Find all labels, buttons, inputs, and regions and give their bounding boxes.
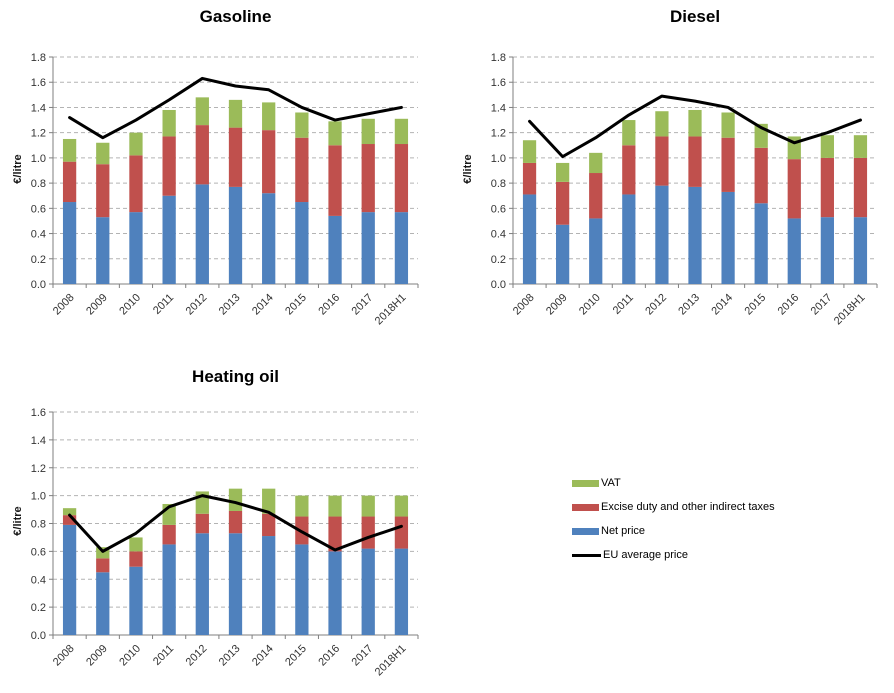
svg-text:2018H1: 2018H1 (373, 643, 409, 679)
svg-text:2009: 2009 (84, 292, 110, 318)
svg-text:1.0: 1.0 (31, 153, 46, 165)
svg-text:2013: 2013 (217, 643, 243, 669)
legend-label-net-price: Net price (601, 525, 646, 537)
svg-text:1.0: 1.0 (491, 153, 506, 165)
svg-text:2008: 2008 (51, 643, 77, 669)
svg-text:0.8: 0.8 (31, 178, 46, 190)
svg-text:2011: 2011 (151, 643, 176, 668)
vat-swatch (572, 479, 599, 487)
svg-text:0.4: 0.4 (31, 229, 46, 241)
diesel-chart-title: Diesel (669, 7, 721, 26)
svg-text:2017: 2017 (809, 292, 835, 318)
svg-text:1.0: 1.0 (31, 491, 46, 503)
svg-text:1.8: 1.8 (491, 52, 506, 64)
svg-text:1.6: 1.6 (491, 77, 506, 89)
svg-text:1.4: 1.4 (31, 435, 46, 447)
svg-text:1.6: 1.6 (31, 407, 46, 419)
legend-label-excise: Excise duty and other indirect taxes (601, 501, 775, 513)
net-price-swatch (572, 527, 599, 535)
heating-oil-chart-title: Heating oil (192, 367, 279, 386)
svg-text:2008: 2008 (511, 292, 537, 318)
svg-text:2013: 2013 (217, 292, 243, 318)
svg-text:2017: 2017 (350, 643, 376, 669)
svg-text:2012: 2012 (184, 292, 210, 318)
legend-label-eu-average: EU average price (603, 549, 688, 561)
legend-item-vat: VAT (572, 471, 775, 495)
svg-text:2015: 2015 (283, 292, 309, 318)
svg-text:0.4: 0.4 (491, 229, 506, 241)
svg-text:1.8: 1.8 (31, 52, 46, 64)
svg-text:2015: 2015 (283, 643, 309, 669)
excise-swatch (572, 503, 599, 511)
svg-text:1.2: 1.2 (31, 463, 46, 475)
svg-text:0.6: 0.6 (491, 203, 506, 215)
svg-text:2012: 2012 (643, 292, 669, 318)
svg-text:0.6: 0.6 (31, 546, 46, 558)
svg-text:0.6: 0.6 (31, 203, 46, 215)
svg-text:2010: 2010 (117, 292, 143, 318)
svg-text:2014: 2014 (709, 292, 735, 318)
svg-text:0.8: 0.8 (491, 178, 506, 190)
svg-text:1.6: 1.6 (31, 77, 46, 89)
svg-text:2018H1: 2018H1 (832, 292, 868, 328)
legend-item-excise: Excise duty and other indirect taxes (572, 495, 775, 519)
svg-text:0.2: 0.2 (31, 602, 46, 614)
svg-text:0.0: 0.0 (491, 279, 506, 291)
svg-text:0.2: 0.2 (491, 254, 506, 266)
svg-text:2008: 2008 (51, 292, 77, 318)
svg-text:2017: 2017 (350, 292, 376, 318)
gasoline-chart-title: Gasoline (199, 7, 272, 26)
svg-text:0.8: 0.8 (31, 519, 46, 531)
svg-text:2016: 2016 (776, 292, 802, 318)
legend-label-vat: VAT (601, 477, 621, 489)
svg-text:1.4: 1.4 (31, 102, 46, 114)
svg-text:2012: 2012 (184, 643, 210, 669)
gasoline-chart: Gasoline €/litre 0.0 0.2 0.4 0.6 0.8 1.0 1.2 1.… (0, 0, 447, 350)
svg-text:0.2: 0.2 (31, 254, 46, 266)
svg-text:2016: 2016 (316, 292, 342, 318)
svg-text:0.4: 0.4 (31, 574, 46, 586)
svg-text:2011: 2011 (151, 292, 176, 317)
gasoline-plot-area: 0.0 0.2 0.4 0.6 0.8 1.0 1.2 1.4 1.6 1.8 2008 2009 20… (31, 52, 419, 328)
heating-oil-plot-area: 0.0 0.2 0.4 0.6 0.8 1.0 1.2 1.4 1.6 2008 2009 2010 2… (31, 407, 419, 679)
svg-text:2016: 2016 (316, 643, 342, 669)
svg-text:1.2: 1.2 (31, 128, 46, 140)
svg-text:0.0: 0.0 (31, 630, 46, 642)
svg-text:2014: 2014 (250, 643, 276, 669)
svg-text:2018H1: 2018H1 (373, 292, 409, 328)
svg-text:2015: 2015 (743, 292, 769, 318)
svg-text:1.4: 1.4 (491, 102, 506, 114)
svg-text:2009: 2009 (84, 643, 110, 669)
svg-text:2011: 2011 (611, 292, 636, 317)
svg-text:2010: 2010 (577, 292, 603, 318)
svg-text:0.0: 0.0 (31, 279, 46, 291)
svg-text:1.2: 1.2 (491, 128, 506, 140)
svg-text:2009: 2009 (544, 292, 570, 318)
diesel-chart: Diesel €/litre 0.0 0.2 0.4 0.6 0.8 1.0 1.2 1.4 1… (447, 0, 894, 350)
svg-text:2014: 2014 (250, 292, 276, 318)
legend-item-net-price: Net price (572, 519, 775, 543)
svg-text:2010: 2010 (117, 643, 143, 669)
svg-text:2013: 2013 (676, 292, 702, 318)
chart-legend: VAT Excise duty and other indirect taxes… (572, 471, 775, 567)
legend-item-eu-average: EU average price (572, 543, 775, 567)
heating-oil-chart: Heating oil €/litre 0.0 0.2 0.4 0.6 0.8 1.0 1.… (0, 355, 460, 693)
eu-average-line-swatch (572, 553, 601, 557)
diesel-plot-area: 0.0 0.2 0.4 0.6 0.8 1.0 1.2 1.4 1.6 1.8 2008 2009 20… (491, 52, 878, 328)
